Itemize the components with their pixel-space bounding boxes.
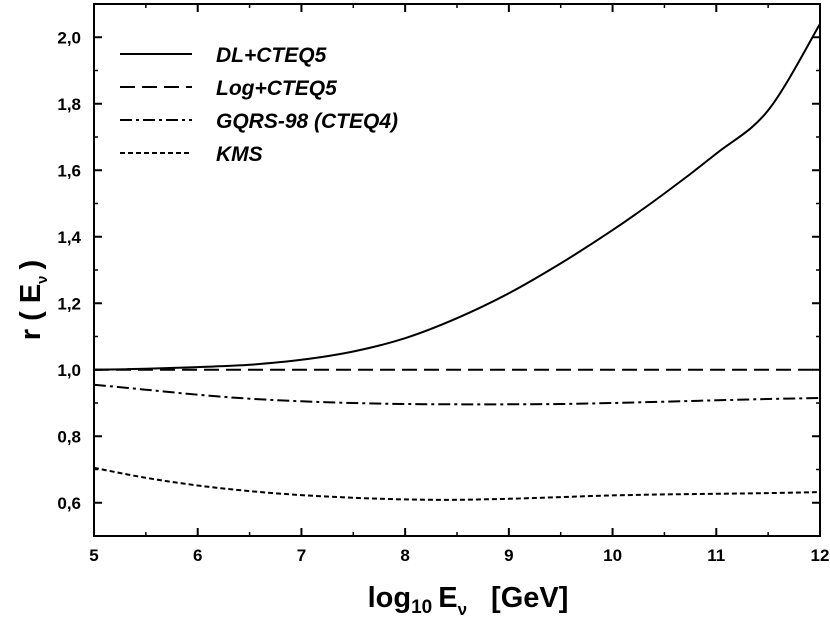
legend-label-dl-cteq5: DL+CTEQ5 — [216, 44, 327, 67]
x-tick-label: 12 — [811, 546, 830, 565]
x-axis-label-var: E — [438, 582, 457, 614]
y-tick-label: 1,2 — [57, 294, 81, 313]
y-tick-label: 1,6 — [57, 161, 81, 180]
x-tick-label: 8 — [400, 546, 409, 565]
x-tick-label: 7 — [297, 546, 306, 565]
y-tick-label: 1,0 — [57, 361, 81, 380]
legend-label-gqrs-98-cteq4: GQRS-98 (CTEQ4) — [216, 110, 398, 133]
y-tick-label: 1,8 — [57, 95, 81, 114]
x-tick-label: 10 — [603, 546, 622, 565]
x-axis-label-unit: [GeV] — [491, 582, 568, 614]
y-axis-label-close: ) — [15, 260, 47, 270]
x-axis-label: log10 Eν [GeV] — [368, 582, 569, 619]
x-tick-label: 6 — [193, 546, 202, 565]
x-axis-label-main: log — [368, 582, 412, 614]
series-line-gqrs-98-cteq4 — [93, 383, 821, 406]
x-tick-label: 5 — [89, 546, 98, 565]
plot-frame — [93, 3, 821, 537]
x-tick-label: 11 — [707, 546, 725, 565]
series-line-kms — [93, 466, 821, 501]
legend-label-kms: KMS — [216, 143, 263, 166]
y-axis-label-sub: ν — [34, 275, 51, 283]
y-tick-label: 0,8 — [57, 427, 81, 446]
legend-label-log-cteq5: Log+CTEQ5 — [216, 77, 337, 100]
series-line-dl-cteq5 — [93, 23, 821, 371]
y-tick-label: 2,0 — [57, 28, 81, 47]
x-tick-label: 9 — [504, 546, 513, 565]
x-axis-label-sub: 10 — [411, 597, 432, 618]
y-axis-label: r ( Eν) — [15, 260, 51, 340]
x-axis-label-var-sub: ν — [458, 600, 467, 619]
y-tick-label: 1,4 — [57, 228, 81, 247]
y-axis-label-main: r ( E — [15, 284, 47, 340]
y-tick-label: 0,6 — [57, 494, 81, 513]
